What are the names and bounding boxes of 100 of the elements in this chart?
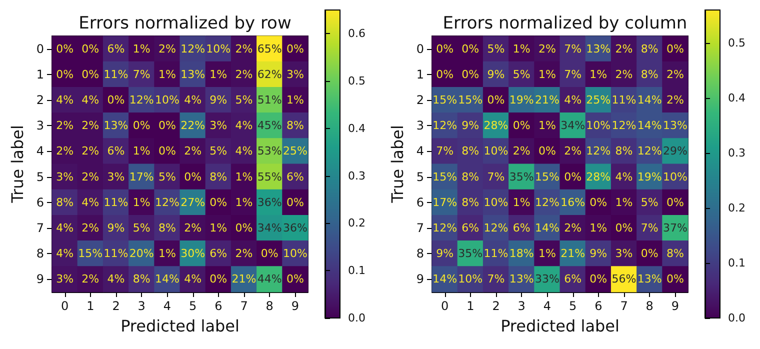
- x-tick-label: 9: [671, 299, 680, 313]
- data-label: 53%: [257, 144, 282, 158]
- data-label: 4%: [56, 222, 74, 234]
- color-bar-label: 0.4: [728, 92, 746, 104]
- y-tick-label: 6: [416, 195, 424, 210]
- data-label: 10%: [586, 119, 611, 132]
- data-label: 15%: [78, 247, 103, 260]
- data-label: 2%: [82, 272, 100, 286]
- data-label: 7%: [640, 222, 658, 234]
- y-tick-label: 5: [36, 170, 44, 184]
- data-label: 8%: [132, 272, 150, 286]
- data-label: 14%: [432, 272, 458, 286]
- x-tick-label: 8: [646, 299, 654, 313]
- y-tick-label: 7: [416, 221, 424, 235]
- data-label: 56%: [612, 272, 636, 286]
- data-label: 4%: [56, 247, 74, 260]
- data-label: 3%: [56, 170, 74, 184]
- data-label: 2%: [82, 170, 100, 184]
- data-label: 36%: [282, 222, 308, 234]
- data-label: 1%: [512, 42, 530, 56]
- data-label: 9%: [107, 222, 125, 234]
- x-tick-label: 0: [60, 299, 69, 313]
- x-tick-label: 3: [138, 299, 146, 313]
- chart-title: Errors normalized by row: [78, 14, 292, 34]
- y-tick-label: 2: [416, 93, 424, 107]
- data-label: 0%: [615, 222, 633, 234]
- data-label: 0%: [158, 144, 176, 158]
- data-label: 0%: [286, 42, 304, 56]
- data-label: 34%: [257, 222, 282, 234]
- data-label: 14%: [534, 222, 560, 234]
- data-label: 3%: [56, 272, 74, 286]
- data-label: 33%: [534, 272, 560, 286]
- x-tick-label: 7: [620, 299, 628, 313]
- data-label: 3%: [210, 119, 228, 132]
- color-bar-label: 0.4: [348, 122, 366, 135]
- data-label: 1%: [158, 68, 176, 81]
- x-axis-title: Predicted label: [120, 316, 240, 336]
- data-label: 21%: [560, 247, 586, 260]
- data-label: 2%: [82, 222, 100, 234]
- data-label: 5%: [158, 170, 176, 184]
- x-tick-label: 7: [240, 299, 248, 313]
- y-tick-label: 7: [36, 221, 44, 235]
- data-label: 10%: [206, 42, 231, 56]
- data-label: 4%: [82, 94, 100, 106]
- data-label: 6%: [512, 222, 530, 234]
- data-label: 5%: [132, 222, 150, 234]
- data-label: 15%: [534, 170, 560, 184]
- data-label: 36%: [257, 196, 282, 209]
- data-label: 1%: [158, 247, 176, 260]
- data-label: 0%: [436, 42, 454, 56]
- data-label: 4%: [184, 272, 202, 286]
- data-label: 13%: [662, 119, 688, 132]
- color-bar-label: 0.5: [728, 36, 746, 50]
- data-label: 8%: [462, 170, 480, 184]
- data-label: 7%: [132, 68, 150, 81]
- chart-title: Errors normalized by column: [442, 14, 688, 34]
- data-label: 8%: [666, 247, 684, 260]
- x-axis-title: Predicted label: [500, 316, 620, 336]
- data-label: 5%: [640, 196, 658, 209]
- data-label: 1%: [590, 68, 608, 81]
- data-label: 1%: [132, 144, 150, 158]
- data-label: 12%: [432, 222, 458, 234]
- data-label: 0%: [666, 42, 684, 56]
- data-label: 1%: [512, 196, 530, 209]
- data-label: 17%: [129, 170, 154, 184]
- x-tick-label: 5: [568, 299, 577, 313]
- x-tick-label: 6: [214, 299, 222, 313]
- data-label: 51%: [257, 94, 282, 106]
- data-label: 3%: [615, 247, 633, 260]
- data-label: 0%: [462, 68, 480, 81]
- data-label: 6%: [107, 144, 125, 158]
- y-tick-label: 8: [416, 246, 424, 261]
- x-tick-label: 6: [594, 299, 602, 313]
- data-label: 1%: [132, 196, 150, 209]
- data-label: 7%: [487, 272, 505, 286]
- data-label: 0%: [82, 42, 100, 56]
- data-label: 0%: [158, 119, 176, 132]
- data-label: 2%: [538, 42, 556, 56]
- data-label: 0%: [286, 196, 304, 209]
- data-label: 1%: [210, 222, 228, 234]
- data-label: 4%: [82, 196, 100, 209]
- data-label: 13%: [104, 119, 128, 132]
- data-label: 15%: [432, 94, 458, 106]
- data-label: 12%: [637, 144, 662, 158]
- data-label: 9%: [487, 68, 505, 81]
- y-tick-label: 4: [36, 144, 44, 158]
- data-label: 3%: [286, 68, 304, 81]
- data-label: 4%: [56, 94, 74, 106]
- data-label: 10%: [662, 170, 688, 184]
- data-label: 5%: [487, 42, 505, 56]
- data-label: 1%: [286, 94, 304, 106]
- data-label: 2%: [564, 222, 582, 234]
- data-label: 6%: [462, 222, 480, 234]
- x-tick-label: 3: [518, 299, 526, 313]
- data-label: 1%: [235, 170, 253, 184]
- data-label: 55%: [257, 170, 282, 184]
- data-label: 1%: [235, 196, 253, 209]
- data-label: 12%: [534, 196, 560, 209]
- data-label: 8%: [462, 144, 480, 158]
- data-label: 9%: [590, 247, 608, 260]
